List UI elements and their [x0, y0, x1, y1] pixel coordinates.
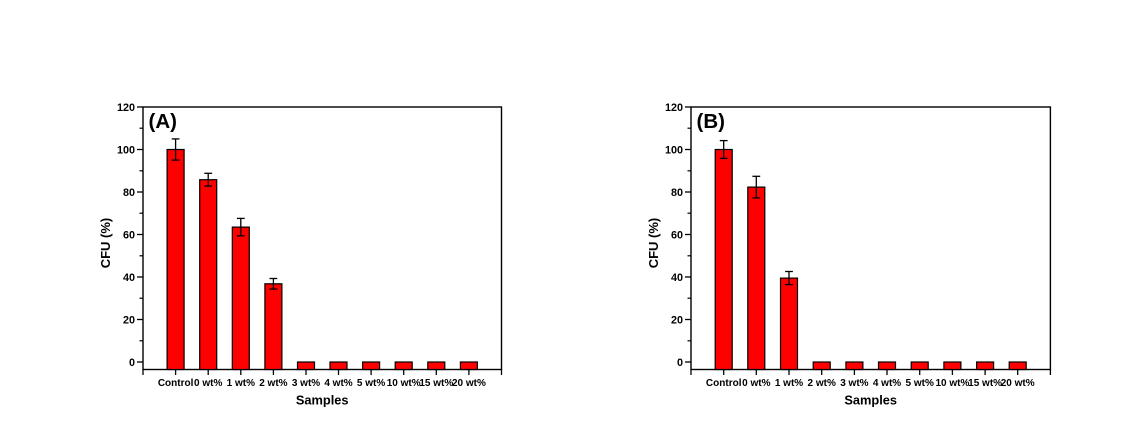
svg-text:3 wt%: 3 wt%: [840, 378, 868, 389]
svg-text:100: 100: [117, 144, 135, 156]
svg-text:120: 120: [665, 102, 683, 114]
svg-text:Control: Control: [706, 378, 742, 389]
svg-text:20 wt%: 20 wt%: [1001, 378, 1035, 389]
svg-text:20: 20: [671, 314, 683, 326]
svg-text:80: 80: [123, 187, 135, 199]
svg-text:4 wt%: 4 wt%: [324, 378, 352, 389]
svg-text:60: 60: [671, 229, 683, 241]
svg-text:10 wt%: 10 wt%: [387, 378, 421, 389]
svg-text:(A): (A): [149, 110, 177, 133]
svg-text:0 wt%: 0 wt%: [194, 378, 222, 389]
svg-text:1 wt%: 1 wt%: [227, 378, 255, 389]
svg-text:2 wt%: 2 wt%: [259, 378, 287, 389]
svg-text:15 wt%: 15 wt%: [968, 378, 1002, 389]
svg-text:0: 0: [129, 357, 135, 369]
svg-text:1 wt%: 1 wt%: [775, 378, 803, 389]
svg-text:CFU (%): CFU (%): [98, 218, 113, 269]
svg-text:5 wt%: 5 wt%: [906, 378, 934, 389]
svg-text:10 wt%: 10 wt%: [935, 378, 969, 389]
svg-text:Samples: Samples: [844, 393, 897, 408]
svg-text:0 wt%: 0 wt%: [742, 378, 770, 389]
svg-text:120: 120: [117, 102, 135, 114]
svg-text:100: 100: [665, 144, 683, 156]
svg-text:4 wt%: 4 wt%: [873, 378, 901, 389]
svg-text:2 wt%: 2 wt%: [808, 378, 836, 389]
svg-text:15 wt%: 15 wt%: [419, 378, 453, 389]
svg-text:60: 60: [123, 229, 135, 241]
svg-text:20: 20: [123, 314, 135, 326]
svg-text:3 wt%: 3 wt%: [292, 378, 320, 389]
svg-text:20 wt%: 20 wt%: [452, 378, 486, 389]
svg-text:80: 80: [671, 187, 683, 199]
svg-text:40: 40: [671, 272, 683, 284]
svg-text:40: 40: [123, 272, 135, 284]
svg-text:Control: Control: [158, 378, 194, 389]
svg-text:(B): (B): [697, 110, 725, 133]
svg-text:0: 0: [677, 357, 683, 369]
svg-text:CFU (%): CFU (%): [646, 218, 661, 269]
svg-text:Samples: Samples: [296, 393, 349, 408]
svg-text:5 wt%: 5 wt%: [357, 378, 385, 389]
